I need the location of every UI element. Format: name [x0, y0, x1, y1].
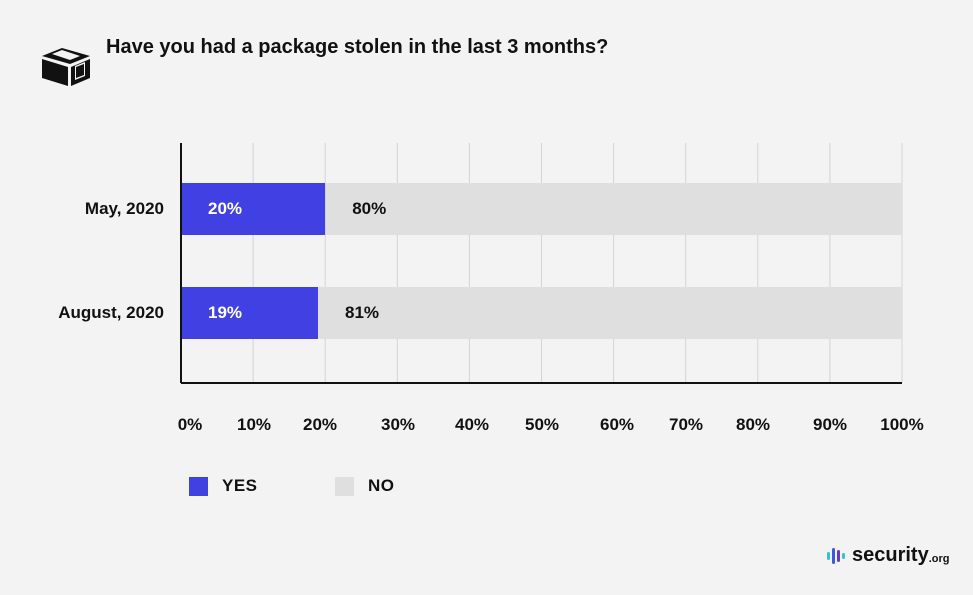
- bar-yes-1: [181, 287, 318, 339]
- x-tick-label: 80%: [735, 415, 771, 434]
- x-tick-label: 10%: [236, 415, 272, 434]
- x-tick-label: 20%: [302, 415, 338, 434]
- legend-label-yes: YES: [222, 476, 258, 495]
- legend-label-no: NO: [368, 476, 395, 495]
- bar-yes-0: [181, 183, 326, 235]
- legend-item-no: NO: [335, 476, 395, 496]
- bar-no-0: [325, 183, 902, 235]
- legend-item-yes: YES: [189, 476, 258, 496]
- category-label: August, 2020: [58, 303, 164, 322]
- brand-tld: .org: [928, 552, 950, 565]
- brand-name: security: [852, 544, 929, 566]
- x-tick-label: 100%: [880, 415, 924, 434]
- legend-swatch-no: [335, 476, 354, 496]
- bar-no-1: [317, 287, 902, 339]
- security-logo-icon: [827, 547, 845, 564]
- brand-logo: security .org: [826, 544, 950, 567]
- data-label-yes: 20%: [208, 199, 243, 218]
- package-box-icon: [42, 48, 90, 86]
- x-tick-label: 90%: [812, 415, 848, 434]
- legend-swatch-yes: [189, 476, 208, 496]
- category-label: May, 2020: [84, 199, 164, 218]
- chart-title: Have you had a package stolen in the las…: [106, 36, 609, 58]
- x-tick-label: 40%: [454, 415, 490, 434]
- data-label-yes: 19%: [208, 303, 243, 322]
- data-label-no: 81%: [344, 303, 380, 322]
- x-tick-label: 0%: [177, 415, 203, 434]
- x-tick-label: 70%: [668, 415, 704, 434]
- x-tick-label: 30%: [380, 415, 416, 434]
- data-label-no: 80%: [352, 199, 387, 218]
- x-tick-label: 50%: [524, 415, 560, 434]
- x-tick-label: 60%: [599, 415, 635, 434]
